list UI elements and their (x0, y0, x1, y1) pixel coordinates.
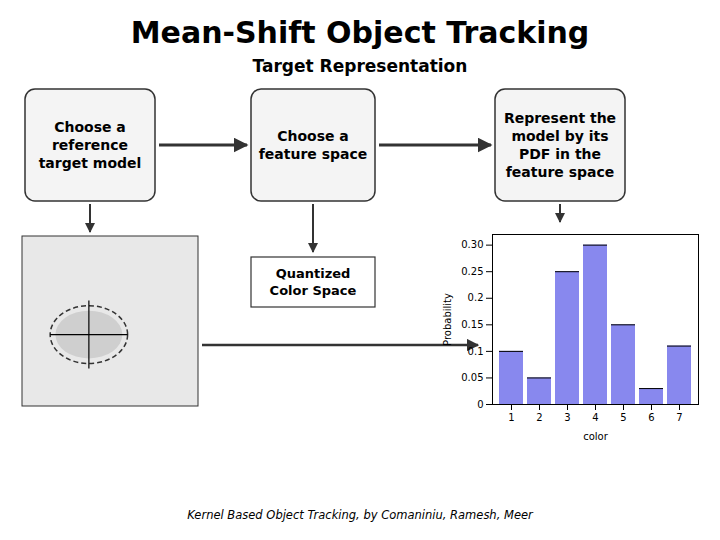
svg-text:0.25: 0.25 (461, 266, 483, 277)
svg-text:2: 2 (536, 412, 542, 423)
svg-text:Choose afeature space: Choose afeature space (259, 128, 368, 162)
svg-text:Represent themodel by itsPDF i: Represent themodel by itsPDF in thefeatu… (504, 110, 616, 181)
svg-text:0.1: 0.1 (468, 346, 484, 357)
svg-text:QuantizedColor Space: QuantizedColor Space (270, 266, 357, 298)
svg-text:Target Representation: Target Representation (253, 56, 468, 76)
svg-text:0.2: 0.2 (468, 292, 484, 303)
svg-text:Mean-Shift Object Tracking: Mean-Shift Object Tracking (131, 15, 590, 50)
svg-text:0.05: 0.05 (461, 372, 483, 383)
svg-text:0.15: 0.15 (461, 319, 483, 330)
svg-text:Choose areferencetarget model: Choose areferencetarget model (39, 119, 142, 171)
svg-text:6: 6 (648, 412, 654, 423)
svg-text:5: 5 (620, 412, 626, 423)
svg-text:Probability: Probability (442, 293, 453, 346)
svg-text:4: 4 (592, 412, 598, 423)
svg-text:color: color (583, 431, 609, 442)
svg-text:Kernel Based Object Tracking,: Kernel Based Object Tracking, by Comanin… (187, 508, 534, 522)
svg-text:0.30: 0.30 (461, 239, 483, 250)
svg-text:7: 7 (676, 412, 682, 423)
svg-text:1: 1 (508, 412, 514, 423)
svg-text:3: 3 (564, 412, 570, 423)
svg-text:0: 0 (477, 399, 483, 410)
